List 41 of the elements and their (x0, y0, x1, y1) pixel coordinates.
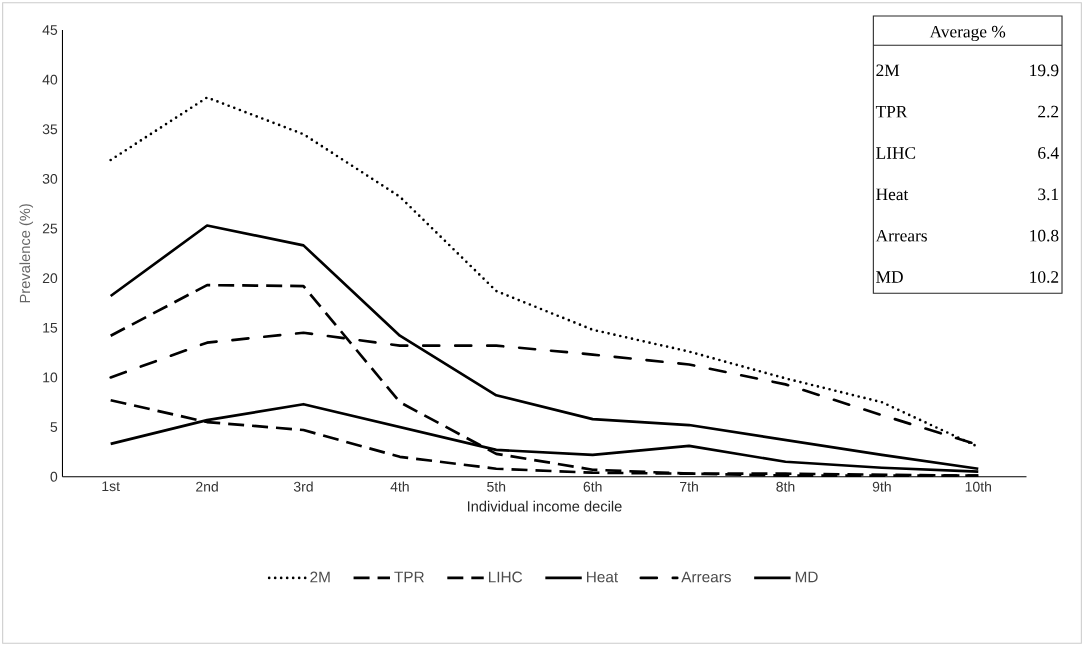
legend-label: Arrears (681, 571, 731, 583)
y-tick-label: 25 (42, 223, 58, 234)
text: 10.2 (1030, 271, 1059, 283)
y-tick-label: 0 (50, 471, 58, 482)
y-tick-label: 5 (50, 422, 58, 432)
y-tick-label: 35 (42, 124, 58, 135)
annotation: 2M (876, 64, 900, 76)
x-tick-label: 6th (583, 481, 602, 492)
annotation: Average % (929, 25, 1006, 42)
x-tick-label: 9th (872, 481, 891, 492)
text: 3.1 (1038, 188, 1059, 201)
annotation: Heat (876, 188, 909, 201)
y-tick-label: 15 (43, 322, 58, 333)
legend-label: Heat (587, 571, 619, 583)
y-tick-label: 10 (43, 372, 58, 383)
legend-label: MD (795, 571, 818, 583)
annotation: TPR (875, 105, 908, 118)
y-tick-label: 30 (42, 173, 58, 184)
text: 2.2 (1038, 105, 1059, 118)
legend-label: LIHC (488, 571, 523, 583)
y-tick-label: 45 (42, 25, 58, 35)
y-tick-label: 20 (42, 273, 58, 284)
x-tick-label: 8th (776, 481, 795, 492)
text: 10.8 (1030, 229, 1059, 242)
y-tick-label: 40 (42, 74, 58, 85)
legend-label: TPR (394, 571, 424, 583)
annotation: Arrears (875, 229, 927, 242)
text: 6.4 (1038, 147, 1059, 159)
x-axis-title: Individual income decile (467, 500, 622, 512)
x-tick-label: 3rd (293, 481, 313, 492)
text: 19.9 (1030, 64, 1059, 77)
x-tick-label: 5th (487, 481, 506, 492)
x-tick-label: 7th (680, 481, 698, 492)
x-tick-label: 10th (965, 481, 991, 492)
x-tick-label: 4th (390, 481, 409, 492)
x-tick-label: 2nd (196, 481, 218, 492)
annotation: MD (876, 271, 903, 283)
annotation: LIHC (876, 147, 916, 159)
legend-label: 2M (310, 571, 330, 583)
y-axis-title: Prevalence (%) (19, 204, 34, 303)
x-tick-label: 1st (102, 481, 120, 492)
